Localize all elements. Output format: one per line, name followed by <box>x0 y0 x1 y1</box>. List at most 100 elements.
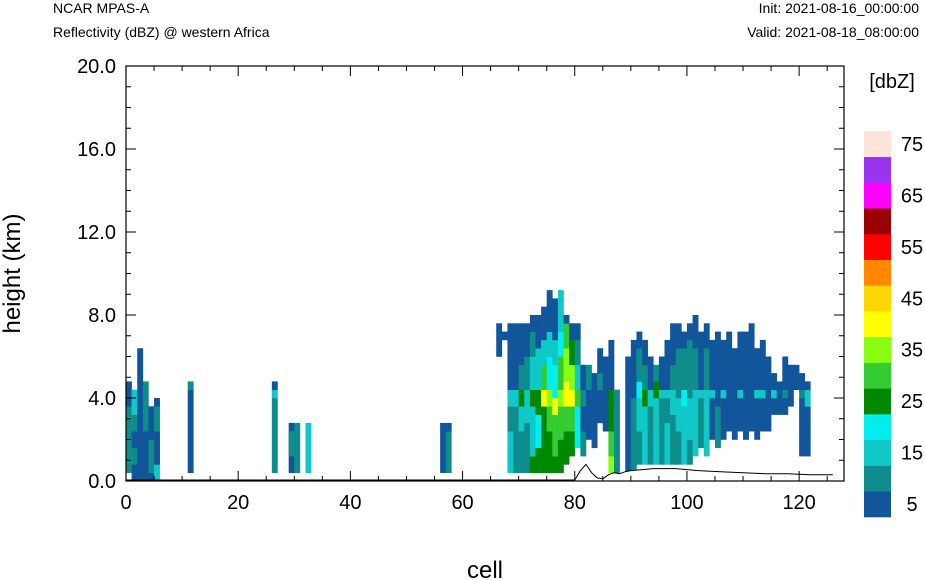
reflectivity-cell <box>529 406 536 457</box>
reflectivity-cell <box>804 381 811 390</box>
reflectivity-cell <box>647 406 654 465</box>
reflectivity-cell <box>529 389 536 407</box>
reflectivity-cell <box>804 406 811 457</box>
reflectivity-cell <box>608 339 615 390</box>
reflectivity-cell <box>142 381 149 432</box>
colorbar-swatch <box>864 259 891 286</box>
colorbar-swatch <box>864 414 891 441</box>
reflectivity-cell <box>793 364 800 390</box>
reflectivity-cell <box>636 431 643 465</box>
reflectivity-cell <box>636 381 643 399</box>
reflectivity-cell <box>765 381 772 432</box>
reflectivity-cell <box>148 439 155 473</box>
init-time: Init: 2021-08-16_00:00:00 <box>758 0 919 16</box>
reflectivity-cell <box>552 364 559 399</box>
reflectivity-cell <box>737 331 744 390</box>
reflectivity-cell <box>557 356 564 390</box>
reflectivity-cell <box>658 398 665 465</box>
reflectivity-cell <box>574 389 581 407</box>
reflectivity-cell <box>546 290 553 332</box>
valid-time: Valid: 2021-08-18_08:00:00 <box>747 24 919 40</box>
reflectivity-cell <box>625 389 632 473</box>
reflectivity-cell <box>557 406 564 440</box>
colorbar-swatch <box>864 491 891 518</box>
reflectivity-cell <box>642 406 648 465</box>
reflectivity-cell <box>714 331 721 390</box>
reflectivity-cell <box>670 323 677 366</box>
reflectivity-cell <box>630 339 637 399</box>
terrain-fill <box>126 464 833 481</box>
reflectivity-cell <box>653 364 660 382</box>
reflectivity-cell <box>445 422 452 432</box>
reflectivity-cell <box>518 364 525 390</box>
reflectivity-cell <box>574 323 581 341</box>
reflectivity-cell <box>563 315 570 324</box>
reflectivity-cell <box>759 339 766 390</box>
reflectivity-cell <box>614 389 620 407</box>
reflectivity-cell <box>137 381 144 482</box>
reflectivity-cell <box>737 389 744 399</box>
colorbar-swatch <box>864 156 891 183</box>
reflectivity-cell <box>681 406 688 465</box>
reflectivity-cell <box>131 447 138 465</box>
reflectivity-cell <box>529 456 536 473</box>
reflectivity-cell <box>546 431 553 473</box>
reflectivity-cell <box>709 398 716 440</box>
reflectivity-cell <box>563 431 570 465</box>
reflectivity-cell <box>294 422 301 473</box>
reflectivity-cell <box>675 348 682 399</box>
reflectivity-cell <box>496 323 503 357</box>
colorbar-tick-label: 45 <box>901 288 923 310</box>
reflectivity-cell <box>154 398 160 407</box>
reflectivity-cell <box>759 398 766 432</box>
reflectivity-cell <box>154 464 160 482</box>
reflectivity-cell <box>591 389 598 449</box>
reflectivity-cell <box>552 298 559 341</box>
reflectivity-cell <box>563 406 570 432</box>
colorbar-swatch <box>864 285 891 312</box>
reflectivity-cell <box>636 331 643 349</box>
reflectivity-cell <box>675 431 682 465</box>
reflectivity-cell <box>664 398 671 424</box>
reflectivity-cell <box>647 356 654 390</box>
reflectivity-cell <box>507 323 514 357</box>
reflectivity-cell <box>670 414 677 465</box>
reflectivity-cell <box>664 389 671 399</box>
reflectivity-cell <box>692 348 699 390</box>
colorbar-tick-label: 55 <box>901 237 923 259</box>
colorbar: [dbZ] 5 15 25 35 45 55 65 75 <box>864 71 923 518</box>
reflectivity-cell <box>541 306 547 341</box>
reflectivity-cell <box>563 381 570 407</box>
reflectivity-cell <box>569 323 576 341</box>
reflectivity-cell <box>692 406 699 457</box>
reflectivity-cell <box>440 422 447 473</box>
reflectivity-cell <box>535 348 542 390</box>
reflectivity-cell <box>799 398 806 457</box>
reflectivity-cell <box>271 381 278 390</box>
reflectivity-cell <box>771 373 777 390</box>
reflectivity-cell <box>154 406 160 432</box>
reflectivity-cell <box>630 398 637 473</box>
reflectivity-cell <box>726 389 733 399</box>
reflectivity-cell <box>681 331 688 349</box>
reflectivity-cell <box>720 398 727 440</box>
reflectivity-cell <box>759 389 766 399</box>
y-tick-label: 20.0 <box>77 56 116 78</box>
reflectivity-cell <box>574 339 581 366</box>
reflectivity-cell <box>681 389 688 407</box>
reflectivity-cell <box>569 431 576 457</box>
reflectivity-cell <box>131 464 138 482</box>
reflectivity-cell <box>636 348 643 382</box>
reflectivity-cell <box>131 389 138 415</box>
reflectivity-cell <box>782 356 789 390</box>
reflectivity-cell <box>602 356 609 382</box>
reflectivity-cell <box>535 389 542 415</box>
reflectivity-cell <box>541 389 547 407</box>
reflectivity-cell <box>608 456 615 473</box>
y-axis-label: height (km) <box>0 213 26 333</box>
reflectivity-cell <box>513 406 519 473</box>
reflectivity-cell <box>518 323 525 366</box>
reflectivity-cell <box>776 381 783 415</box>
reflectivity-cell <box>137 348 144 382</box>
reflectivity-cell <box>513 323 519 390</box>
